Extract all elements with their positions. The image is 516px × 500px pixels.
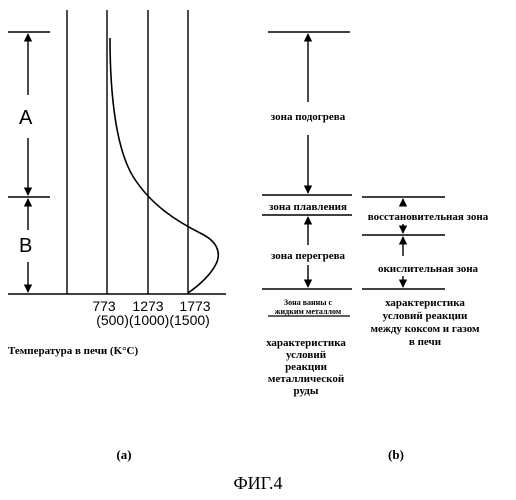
ore-caption-1: характеристика [266,337,346,349]
coke-gas-caption-4: в печи [409,336,442,348]
zone-superheat-label: зона перегрева [271,250,346,262]
ore-caption-2: условий [286,349,327,361]
tick-labels-celsius: (500)(1000)(1500) [96,312,210,328]
panel-b-labels: зона подогрева зона плавления зона перег… [256,108,489,462]
zone-a-label: A [19,107,33,129]
zone-bath-label-1: Зона ванны с [284,298,333,307]
panel-a-labels: A B 773 1273 1773 (500)(1000)(1500) Темп… [8,107,211,462]
zone-melting-label: зона плавления [269,201,347,213]
zone-oxidation-label: окислительная зона [378,263,479,275]
ore-caption-4: металлической [268,373,345,385]
temperature-profile-curve [110,38,218,293]
zone-b-label: B [19,235,32,257]
zone-reduction-label: восстановительная зона [368,211,489,223]
figure-title: ФИГ.4 [233,473,282,493]
ore-caption-3: реакции [285,361,328,373]
coke-gas-caption-2: условий реакции [383,310,468,322]
caption-b: (b) [388,447,404,462]
axis-title: Температура в печи (K°C) [8,345,138,357]
coke-gas-caption-3: между коксом и газом [370,323,480,335]
caption-a: (a) [116,447,131,462]
zone-preheat-label: зона подогрева [271,111,346,123]
zone-bath-label-2: жидким металлом [275,307,342,316]
coke-gas-caption-1: характеристика [385,297,465,309]
ore-caption-5: руды [294,385,319,397]
panel-a [8,10,226,294]
